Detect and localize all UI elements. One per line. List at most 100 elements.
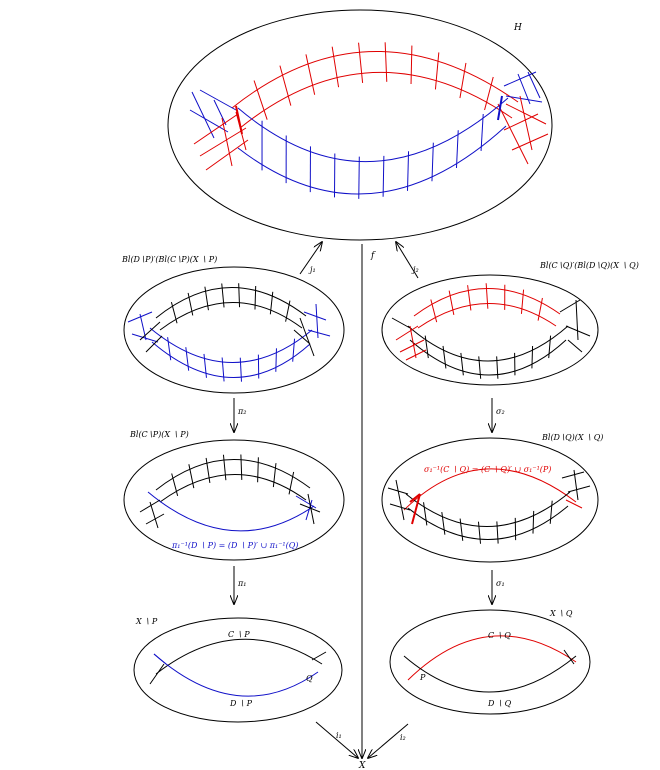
band-tick — [221, 283, 225, 308]
band-tick — [410, 45, 413, 85]
red-band-H — [231, 42, 519, 129]
band-tick — [188, 464, 195, 489]
label-bl-left-top: Bl(D∖P)′(Bl(C∖P)(X ∖ P) — [121, 255, 217, 264]
band-tick — [358, 156, 360, 199]
label-bl-right-top: Bl(C∖Q)′(Bl(D∖Q)(X ∖ Q) — [539, 261, 639, 270]
band-tick — [549, 500, 553, 524]
band-tick — [478, 356, 482, 379]
arrow-i1 — [315, 721, 358, 758]
space-left-top — [123, 266, 345, 394]
label-CP: C ∖ P — [228, 630, 250, 639]
band-tick — [171, 473, 179, 497]
band-tick — [269, 291, 274, 315]
band-tick — [288, 471, 295, 495]
label-j1: j₁ — [308, 265, 316, 274]
band-tick — [520, 289, 525, 314]
label-eq-left: π₁⁻¹(D ∖ P) = (D ∖ P)′ ∪ π₁⁻¹(Q) — [171, 541, 298, 550]
band-tick — [424, 335, 429, 359]
band-tick — [170, 302, 178, 324]
band-tick — [548, 335, 552, 359]
label-sigma2: σ₂ — [496, 407, 505, 416]
band-tick — [496, 356, 499, 379]
band-tick — [537, 297, 543, 321]
label-XQ: X ∖ Q — [549, 609, 573, 618]
band-tick — [238, 283, 241, 308]
band-tick — [455, 130, 459, 168]
band-tick — [480, 113, 484, 151]
band-tick — [531, 345, 534, 369]
space-X-minus-P: C ∖ P D ∖ P Q — [133, 617, 343, 723]
right-end-grid-H — [497, 71, 549, 165]
band-tick — [221, 357, 225, 382]
band-tick — [423, 502, 428, 526]
label-j2: j₂ — [411, 265, 419, 274]
band-tick — [441, 511, 446, 535]
arrow-j2 — [396, 242, 419, 279]
band-tick — [459, 62, 467, 99]
space-X-minus-Q: C ∖ Q D ∖ Q P — [389, 609, 591, 715]
label-i1: i₁ — [336, 731, 342, 740]
band-tick — [240, 454, 243, 480]
band-tick — [275, 348, 277, 372]
label-DP: D ∖ P — [229, 699, 253, 708]
band-tick — [467, 285, 472, 311]
label-pi1: π₁ — [237, 579, 246, 588]
band-tick — [254, 286, 257, 310]
band-tick — [279, 65, 292, 106]
band-tick — [358, 42, 364, 83]
band-tick — [239, 357, 242, 382]
space-left-mid: π₁⁻¹(D ∖ P) = (D ∖ P)′ ∪ π₁⁻¹(Q) — [123, 439, 345, 561]
band-tick — [434, 52, 440, 90]
label-pi2: π₂ — [237, 407, 246, 416]
band-tick — [431, 142, 434, 182]
band-tick — [292, 338, 296, 362]
band-tick — [496, 521, 499, 544]
blue-band-H — [237, 97, 509, 199]
ellipse-H — [167, 9, 553, 241]
band-tick — [406, 151, 410, 191]
space-right-top — [381, 274, 599, 386]
band-tick — [477, 521, 482, 544]
band-tick — [253, 80, 268, 120]
space-H: H — [167, 9, 553, 241]
left-end-grid-H — [189, 89, 249, 171]
label-H: H — [513, 23, 522, 33]
band-tick — [442, 345, 447, 369]
label-bl-right-mid: Bl(D∖Q)(X ∖ Q) — [541, 433, 603, 442]
band-tick — [257, 457, 259, 483]
band-tick — [384, 42, 388, 82]
band-tick — [382, 155, 385, 197]
band-tick — [331, 46, 340, 88]
band-tick — [187, 292, 194, 316]
band-tick — [205, 457, 211, 483]
band-tick — [167, 337, 172, 361]
band-tick — [222, 454, 227, 481]
label-f: f — [370, 251, 376, 261]
label-CQ: C ∖ Q — [488, 631, 511, 640]
label-sigma1: σ₁ — [496, 579, 505, 588]
band-tick — [459, 518, 464, 541]
arrow-i2 — [368, 723, 409, 758]
label-Q-left: Q — [306, 674, 313, 683]
band-tick — [532, 510, 535, 534]
label-DQ: D ∖ Q — [487, 699, 512, 708]
label-P-right: P — [419, 673, 426, 682]
arrow-j1 — [299, 242, 322, 275]
band-tick — [448, 290, 455, 315]
band-tick — [203, 353, 207, 378]
band-tick — [460, 352, 464, 376]
band-tick — [272, 463, 277, 488]
space-right-mid: σ₁⁻¹(C ∖ Q) = (C ∖ Q)′ ∪ σ₁⁻¹(P) — [381, 437, 599, 563]
band-tick — [484, 76, 494, 111]
label-X: X — [358, 761, 366, 770]
label-XP: X ∖ P — [135, 617, 158, 626]
band-tick — [305, 54, 316, 95]
band-tick — [430, 299, 438, 323]
label-bl-left-mid: Bl(C∖P)(X ∖ P) — [129, 430, 189, 439]
band-tick — [485, 283, 489, 309]
label-i2: i₂ — [400, 733, 406, 742]
band-tick — [185, 347, 190, 371]
band-tick — [285, 300, 291, 322]
band-tick — [204, 286, 209, 311]
